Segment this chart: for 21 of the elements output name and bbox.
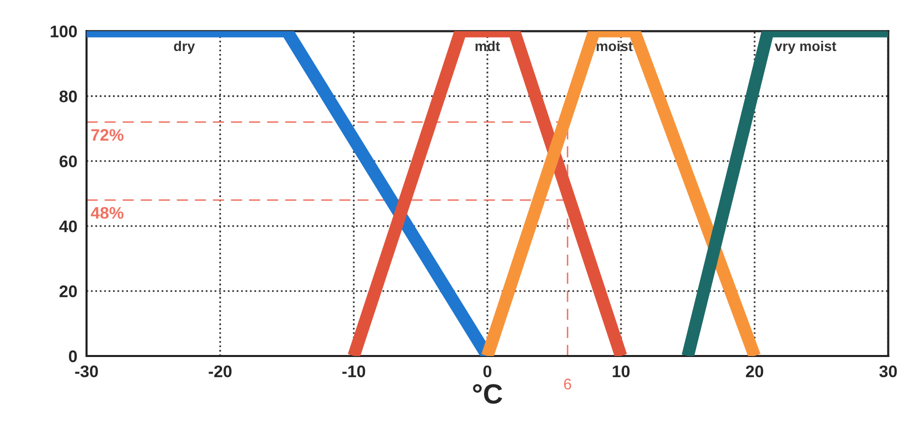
ref-line-label: 6 — [564, 378, 572, 390]
y-tick-label: 0 — [68, 350, 77, 362]
ref-line-label: 72% — [91, 129, 124, 141]
x-tick-label: 30 — [879, 365, 897, 378]
x-tick-label: 0 — [483, 365, 492, 378]
series-label: vry moist — [774, 40, 836, 54]
x-tick-label: 20 — [746, 365, 764, 378]
x-tick-label: -10 — [342, 365, 366, 378]
series-label: mdt — [476, 40, 500, 52]
x-tick-label: 10 — [612, 365, 630, 378]
y-tick-label: 40 — [59, 220, 77, 232]
ref-line-label: 48% — [90, 207, 124, 219]
y-tick-label: 20 — [60, 285, 77, 298]
x-tick-label: -20 — [208, 365, 232, 378]
x-tick-label: -30 — [75, 365, 98, 378]
y-tick-label: 60 — [60, 155, 77, 168]
series-label: dry — [174, 40, 195, 54]
y-tick-label: 100 — [50, 26, 77, 38]
y-tick-label: 80 — [60, 90, 77, 102]
x-axis-title: °C — [473, 384, 502, 404]
series-label: moist — [596, 40, 633, 52]
